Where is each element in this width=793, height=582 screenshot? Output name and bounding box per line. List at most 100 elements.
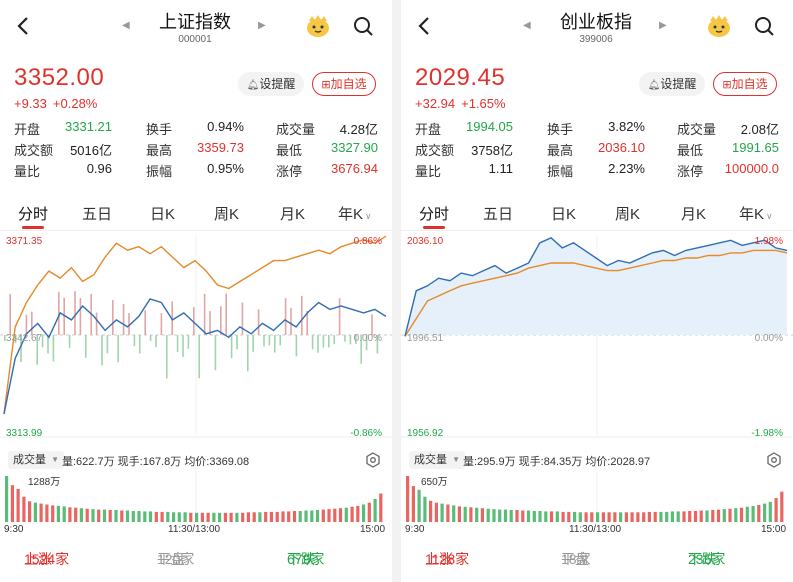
volume-bar [5,476,9,522]
index-price-line [404,236,788,337]
volume-bar [16,488,20,522]
intraday-bar [58,292,60,335]
turnover-rate-value: 0.94% [207,119,244,134]
intraday-bar [128,313,130,335]
volume-bar [475,507,479,522]
breadth-down-count: 235家 [688,551,726,567]
volume-bar [218,512,222,522]
mascot-icon[interactable] [706,14,732,38]
volume-bar [102,509,107,522]
volume-ratio-value: 1.11 [488,161,513,176]
tab-weekly-k[interactable]: 周K [214,206,240,223]
volume-selector[interactable]: 成交量 ▼ [8,451,64,469]
volume-ratio-value: 0.96 [86,161,112,176]
active-tab-indicator [423,226,445,229]
tab-intraday[interactable]: 分时 [419,206,450,223]
stats-row: 开盘 1994.05 换手 3.82% 成交量 2.08亿 [415,119,783,140]
volume-bar [538,511,542,522]
volume-max-label: 1288万 [28,477,60,488]
intraday-bar [155,335,157,348]
volume-bar [734,508,738,522]
tab-five-day[interactable]: 五日 [82,206,113,223]
index-code: 000001 [178,34,212,45]
search-icon[interactable] [753,15,775,37]
volume-bar [298,511,302,522]
intraday-chart[interactable]: 3371.35 3342.67 3313.99 0.86% 0.00% -0.8… [0,231,392,441]
volume-bar [653,511,657,522]
volume-bar [172,512,176,522]
intraday-bar [79,297,82,335]
volume-bar [434,502,438,522]
breadth-down-label: 下跌 [287,551,315,567]
time-axis: 9:30 11:30/13:00 15:00 [0,524,392,538]
tab-yearly-k[interactable]: 年K ∨ [739,203,773,224]
volume-bar [160,511,164,522]
bell-icon: 🔔︎ [647,80,661,91]
prev-index-button[interactable]: ◀ [523,20,531,31]
intraday-bar [371,314,373,335]
next-index-button[interactable]: ▶ [258,20,266,31]
volume-bar [423,496,427,522]
amount-value: 5016亿 [70,143,112,158]
tab-yearly-k[interactable]: 年K ∨ [338,203,372,224]
quote-stats: 开盘 3331.21 换手 0.94% 成交量 4.28亿 成交额 5016亿 … [14,119,382,182]
volume-bar [350,506,354,522]
low-value: 1991.65 [732,140,779,155]
intraday-bar [349,335,352,345]
back-button[interactable] [411,12,439,40]
tab-weekly-k[interactable]: 周K [615,206,641,223]
intraday-bar [176,335,179,352]
intraday-bar [322,335,325,348]
time-open: 9:30 [4,524,24,535]
next-index-button[interactable]: ▶ [659,20,667,31]
amount-label: 成交额 [14,143,54,158]
low-label: 最低 [276,143,303,158]
tab-five-day[interactable]: 五日 [483,206,514,223]
breadth-up-count: 1128家 [425,551,470,567]
tab-yearly-k-label: 年K [338,206,364,223]
volume-bar [367,502,371,522]
volume-bar [310,510,314,522]
average-price: 均价:2028.97 [585,456,651,468]
intraday-bar [144,310,146,335]
set-reminder-button[interactable]: 🔔︎设提醒 [238,72,304,96]
intraday-bar [355,335,357,344]
volume-bar [596,512,600,522]
intraday-bar [31,311,33,335]
gear-icon[interactable] [365,452,381,468]
tab-monthly-k[interactable]: 月K [280,206,306,223]
volume-bar [344,507,348,522]
volume-bar [327,509,331,522]
volume-bar [780,491,784,522]
intraday-bar [193,307,195,335]
set-reminder-button[interactable]: 🔔︎设提醒 [639,72,705,96]
time-close: 15:00 [360,524,386,535]
add-watchlist-button[interactable]: ⊞加自选 [713,72,777,96]
axis-bottom-pct: -0.86% [350,428,382,439]
volume-selector[interactable]: 成交量 ▼ [409,451,465,469]
tab-intraday[interactable]: 分时 [18,206,49,223]
volume-bar [114,510,118,522]
prev-index-button[interactable]: ◀ [122,20,130,31]
tab-daily-k[interactable]: 日K [150,206,176,223]
quote-stats: 开盘 1994.05 换手 3.82% 成交量 2.08亿 成交额 3758亿 … [415,119,783,182]
volume-chart[interactable]: 1288万 [0,472,392,542]
mascot-icon[interactable] [305,14,331,38]
add-watchlist-button[interactable]: ⊞加自选 [312,72,376,96]
tab-divider [0,230,392,231]
tab-monthly-k[interactable]: 月K [681,206,707,223]
volume-value: 4.28亿 [339,122,378,137]
intraday-bar [139,335,141,354]
back-button[interactable] [10,12,38,40]
volume-bar [33,502,37,522]
chevron-left-icon [17,17,28,35]
gear-icon[interactable] [766,452,782,468]
volume-bar [258,512,262,522]
turnover-rate-value: 3.82% [608,119,645,134]
tab-daily-k[interactable]: 日K [551,206,577,223]
intraday-chart[interactable]: 2036.10 1996.51 1956.92 1.98% 0.00% -1.9… [401,231,793,441]
time-midday: 11:30/13:00 [168,524,221,535]
amplitude-value: 2.23% [608,161,645,176]
volume-chart[interactable]: 650万 [401,472,793,542]
search-icon[interactable] [352,15,374,37]
